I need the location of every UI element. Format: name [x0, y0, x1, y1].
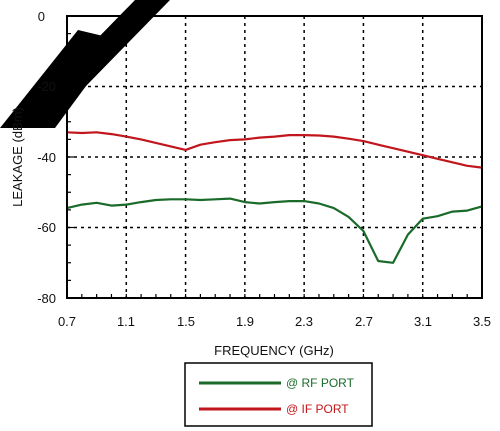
x-tick-label: 0.7	[58, 314, 76, 329]
y-tick-label: 0	[38, 9, 45, 24]
watermark-stroke-lower	[0, 30, 120, 128]
legend-label-if: @ IF PORT	[286, 402, 349, 416]
legend-box	[184, 362, 373, 427]
y-tick-label: -80	[37, 291, 56, 306]
legend-label-rf: @ RF PORT	[286, 376, 355, 390]
x-axis-title: FREQUENCY (GHz)	[214, 343, 334, 358]
tick-marks	[66, 15, 483, 299]
x-tick-label: 1.1	[117, 314, 135, 329]
x-tick-label: 3.5	[473, 314, 491, 329]
x-tick-label: 1.9	[236, 314, 254, 329]
grid-lines	[67, 16, 482, 298]
y-tick-label: -60	[37, 220, 56, 235]
y-axis-title: LEAKAGE (dBm)	[10, 107, 25, 207]
x-tick-label: 2.3	[295, 314, 313, 329]
x-tick-label: 1.5	[177, 314, 195, 329]
y-tick-label: -20	[37, 79, 56, 94]
series-line-rf-port	[66, 197, 483, 264]
series-line-if-port	[66, 131, 483, 169]
y-tick-label: -40	[37, 150, 56, 165]
series-lines	[66, 131, 483, 264]
x-tick-label: 3.1	[414, 314, 432, 329]
x-tick-label: 2.7	[355, 314, 373, 329]
